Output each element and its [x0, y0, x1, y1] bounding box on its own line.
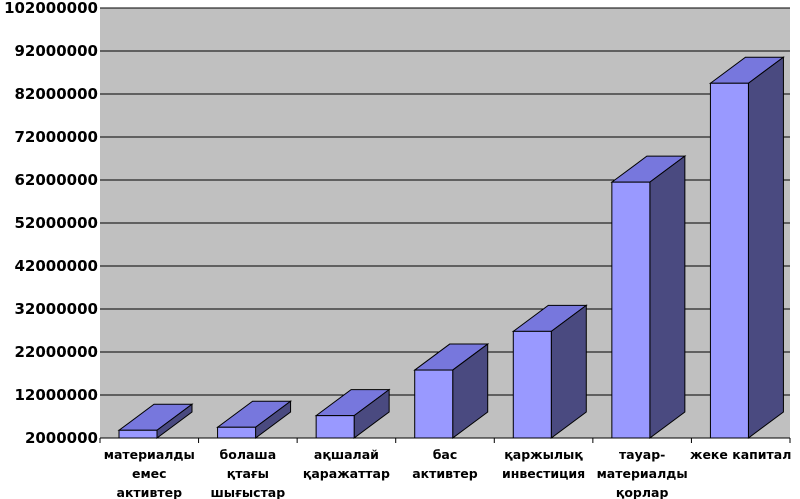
x-category-label-line: қорлар — [616, 485, 669, 499]
y-tick-label: 72000000 — [15, 128, 99, 146]
bar-side — [649, 155, 686, 439]
bar-front — [709, 82, 749, 439]
bar-front — [512, 330, 552, 439]
x-category-label-line: материалды — [597, 466, 688, 481]
x-category-label-line: бас — [433, 447, 458, 462]
bar — [413, 343, 490, 439]
bar — [314, 388, 391, 439]
x-category-label: материалды емес активтер — [104, 447, 195, 499]
bar — [117, 403, 194, 439]
bar — [511, 304, 588, 439]
x-category-label: жеке капитал — [690, 447, 791, 462]
y-tick-label: 42000000 — [15, 257, 99, 275]
y-tick-label: 32000000 — [15, 300, 99, 318]
x-category-label-line: инвестиция — [502, 466, 585, 481]
bar-front — [315, 415, 355, 439]
x-category-label-line: ақшалай — [314, 447, 379, 462]
x-category-label-line: активтер — [412, 466, 478, 481]
x-category-label-line: жеке капитал — [690, 447, 791, 462]
x-category-label-line: қтағы — [227, 466, 269, 481]
y-axis: 2000000 12000000 22000000 32000000 42000000 5… — [4, 0, 98, 447]
x-category-label-line: қаржылық — [504, 447, 583, 462]
x-category-label: ақшалай қаражаттар — [303, 447, 390, 481]
x-category-label-line: қаражаттар — [303, 466, 390, 481]
y-tick-label: 52000000 — [15, 214, 99, 232]
bar — [610, 155, 687, 439]
bar-front — [611, 181, 651, 439]
x-category-label: болаша қтағы шығыстар — [210, 447, 285, 499]
y-tick-label: 2000000 — [25, 429, 98, 447]
x-category-label-line: тауар- — [619, 447, 665, 462]
y-tick-label: 62000000 — [15, 171, 99, 189]
y-tick-label: 22000000 — [15, 343, 99, 361]
x-axis: материалды емес активтер болаша қтағы шығыста… — [99, 437, 791, 499]
bar-front — [118, 429, 158, 439]
x-category-label: қаржылық инвестиция — [502, 447, 585, 481]
x-category-label-line: шығыстар — [210, 485, 285, 499]
x-category-label-line: материалды — [104, 447, 195, 462]
y-tick-label: 92000000 — [15, 42, 99, 60]
bar-front — [217, 426, 257, 439]
bars — [117, 56, 785, 439]
bar — [216, 400, 293, 439]
x-category-label-line: активтер — [117, 485, 183, 499]
y-tick-label: 12000000 — [15, 386, 99, 404]
x-category-label-line: болаша — [220, 447, 277, 462]
x-category-label: тауар-материалды қорлар — [597, 447, 688, 499]
x-category-label-line: емес — [132, 466, 167, 481]
y-tick-label: 102000000 — [4, 0, 98, 17]
x-category-label: бас активтер — [412, 447, 478, 481]
bar-side — [747, 56, 784, 439]
y-tick-label: 82000000 — [15, 85, 99, 103]
bar-front — [414, 369, 454, 439]
bar — [708, 56, 785, 439]
